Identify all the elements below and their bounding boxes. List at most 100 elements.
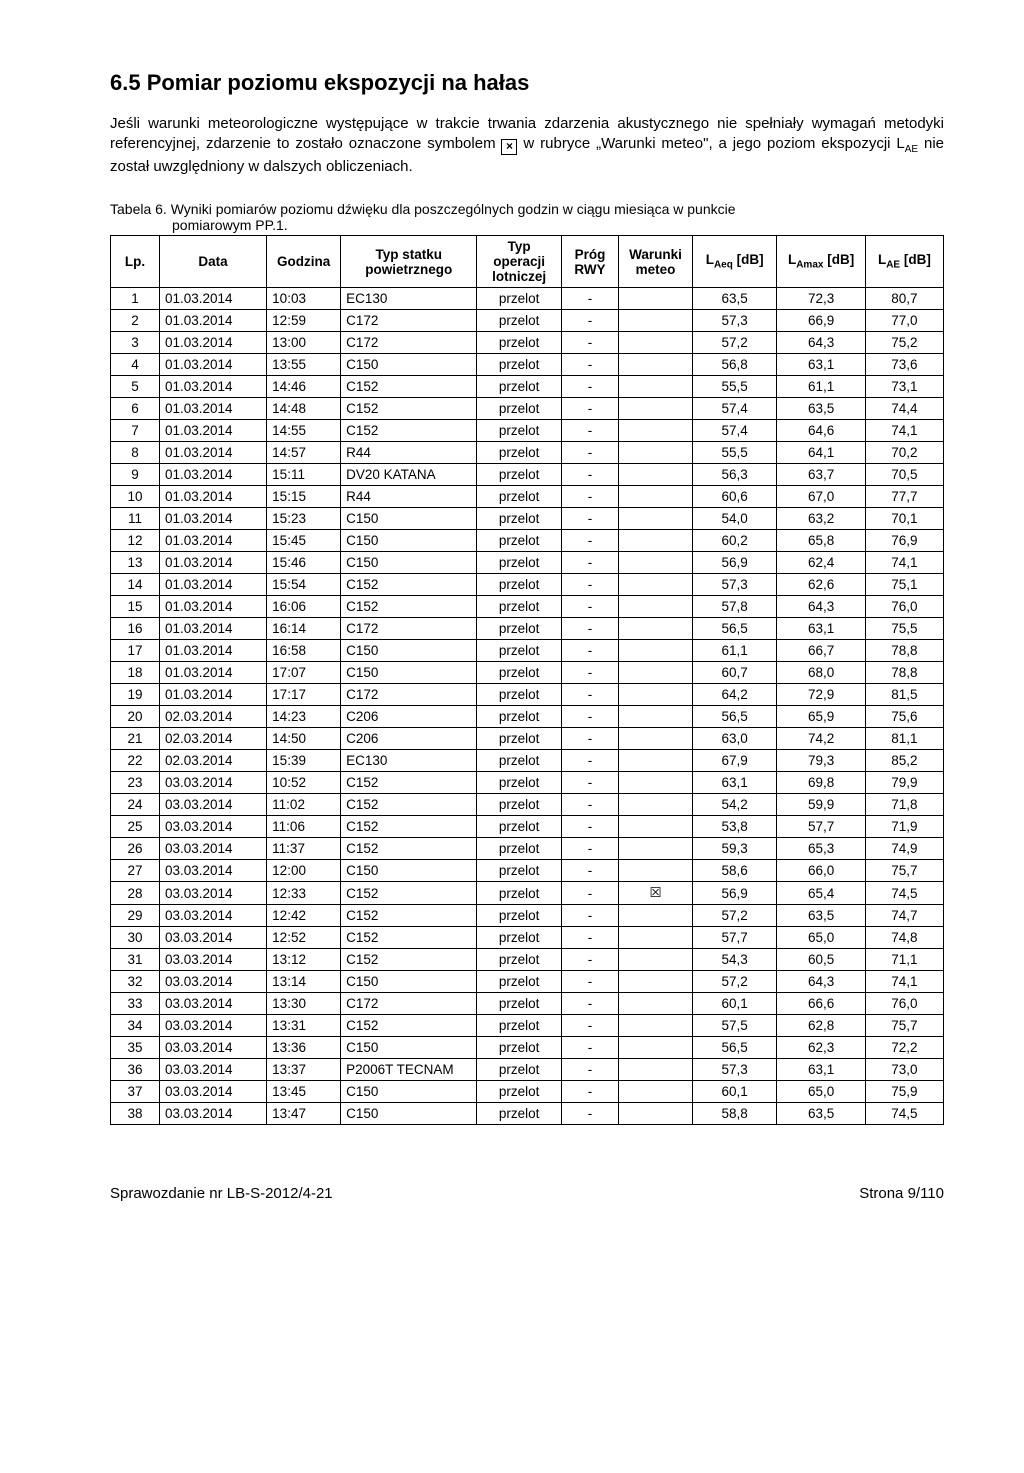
table-cell: 74,7: [865, 905, 943, 927]
table-cell: 69,8: [777, 772, 866, 794]
table-cell: 63,0: [693, 728, 777, 750]
table-row: 3003.03.201412:52C152przelot-57,765,074,…: [111, 927, 944, 949]
table-cell: [619, 508, 693, 530]
table-cell: C152: [341, 816, 477, 838]
table-cell: 85,2: [865, 750, 943, 772]
table-cell: 72,3: [777, 288, 866, 310]
table-cell: 01.03.2014: [159, 508, 266, 530]
table-cell: -: [561, 1037, 618, 1059]
table-row: 2403.03.201411:02C152przelot-54,259,971,…: [111, 794, 944, 816]
table-cell: 57,4: [693, 398, 777, 420]
table-cell: 33: [111, 993, 160, 1015]
table-caption: Tabela 6. Wyniki pomiarów poziomu dźwięk…: [110, 201, 944, 233]
table-cell: 10:03: [267, 288, 341, 310]
table-cell: przelot: [477, 552, 561, 574]
table-cell: [619, 860, 693, 882]
table-cell: 27: [111, 860, 160, 882]
table-cell: przelot: [477, 1037, 561, 1059]
table-cell: 32: [111, 971, 160, 993]
table-cell: 15:11: [267, 464, 341, 486]
table-cell: 15:45: [267, 530, 341, 552]
table-cell: -: [561, 728, 618, 750]
table-cell: 13:00: [267, 332, 341, 354]
table-cell: 55,5: [693, 442, 777, 464]
table-cell: 61,1: [777, 376, 866, 398]
table-cell: 74,1: [865, 971, 943, 993]
table-cell: -: [561, 596, 618, 618]
table-cell: 60,6: [693, 486, 777, 508]
table-cell: -: [561, 552, 618, 574]
table-cell: C150: [341, 1081, 477, 1103]
table-cell: 65,8: [777, 530, 866, 552]
table-cell: 12:00: [267, 860, 341, 882]
table-cell: 03.03.2014: [159, 993, 266, 1015]
table-cell: 73,6: [865, 354, 943, 376]
table-row: 1801.03.201417:07C150przelot-60,768,078,…: [111, 662, 944, 684]
table-cell: 78,8: [865, 662, 943, 684]
table-cell: 2: [111, 310, 160, 332]
table-cell: 16:06: [267, 596, 341, 618]
table-row: 1601.03.201416:14C172przelot-56,563,175,…: [111, 618, 944, 640]
table-cell: przelot: [477, 662, 561, 684]
table-cell: przelot: [477, 420, 561, 442]
table-cell: [619, 684, 693, 706]
table-row: 301.03.201413:00C172przelot-57,264,375,2: [111, 332, 944, 354]
table-cell: 14:55: [267, 420, 341, 442]
table-cell: C152: [341, 882, 477, 905]
table-row: 3703.03.201413:45C150przelot-60,165,075,…: [111, 1081, 944, 1103]
table-cell: 74,9: [865, 838, 943, 860]
table-cell: przelot: [477, 750, 561, 772]
table-cell: -: [561, 486, 618, 508]
table-cell: -: [561, 971, 618, 993]
table-cell: [619, 794, 693, 816]
table-cell: 65,4: [777, 882, 866, 905]
table-row: 1401.03.201415:54C152przelot-57,362,675,…: [111, 574, 944, 596]
table-row: 2102.03.201414:50C206przelot-63,074,281,…: [111, 728, 944, 750]
table-cell: 74,8: [865, 927, 943, 949]
table-cell: 12:59: [267, 310, 341, 332]
table-cell: 13:12: [267, 949, 341, 971]
table-cell: 03.03.2014: [159, 860, 266, 882]
table-cell: 16: [111, 618, 160, 640]
table-cell: [619, 971, 693, 993]
table-row: 2303.03.201410:52C152przelot-63,169,879,…: [111, 772, 944, 794]
table-cell: 24: [111, 794, 160, 816]
footer-left: Sprawozdanie nr LB-S-2012/4-21: [110, 1185, 333, 1202]
table-cell: 03.03.2014: [159, 1015, 266, 1037]
table-cell: -: [561, 1015, 618, 1037]
table-cell: 1: [111, 288, 160, 310]
table-cell: 03.03.2014: [159, 1103, 266, 1125]
table-cell: 56,5: [693, 1037, 777, 1059]
table-cell: 31: [111, 949, 160, 971]
table-cell: C172: [341, 310, 477, 332]
table-cell: 63,5: [693, 288, 777, 310]
table-cell: 01.03.2014: [159, 288, 266, 310]
table-cell: 37: [111, 1081, 160, 1103]
table-cell: C172: [341, 684, 477, 706]
table-cell: [619, 728, 693, 750]
table-cell: C152: [341, 794, 477, 816]
table-cell: 14:48: [267, 398, 341, 420]
table-cell: 35: [111, 1037, 160, 1059]
table-cell: C152: [341, 838, 477, 860]
table-cell: 01.03.2014: [159, 530, 266, 552]
table-cell: 79,9: [865, 772, 943, 794]
table-cell: 57,2: [693, 332, 777, 354]
table-cell: 13: [111, 552, 160, 574]
col-typs: Typ statku powietrznego: [341, 236, 477, 288]
table-cell: 01.03.2014: [159, 398, 266, 420]
table-row: 3203.03.201413:14C150przelot-57,264,374,…: [111, 971, 944, 993]
table-cell: 21: [111, 728, 160, 750]
table-cell: 66,7: [777, 640, 866, 662]
table-row: 2503.03.201411:06C152przelot-53,857,771,…: [111, 816, 944, 838]
table-cell: EC130: [341, 750, 477, 772]
table-cell: -: [561, 772, 618, 794]
table-cell: 56,9: [693, 882, 777, 905]
table-cell: [619, 816, 693, 838]
table-cell: -: [561, 288, 618, 310]
table-row: 1501.03.201416:06C152przelot-57,864,376,…: [111, 596, 944, 618]
table-row: 801.03.201414:57R44przelot-55,564,170,2: [111, 442, 944, 464]
table-cell: [619, 1081, 693, 1103]
table-cell: 56,5: [693, 618, 777, 640]
table-cell: 70,5: [865, 464, 943, 486]
